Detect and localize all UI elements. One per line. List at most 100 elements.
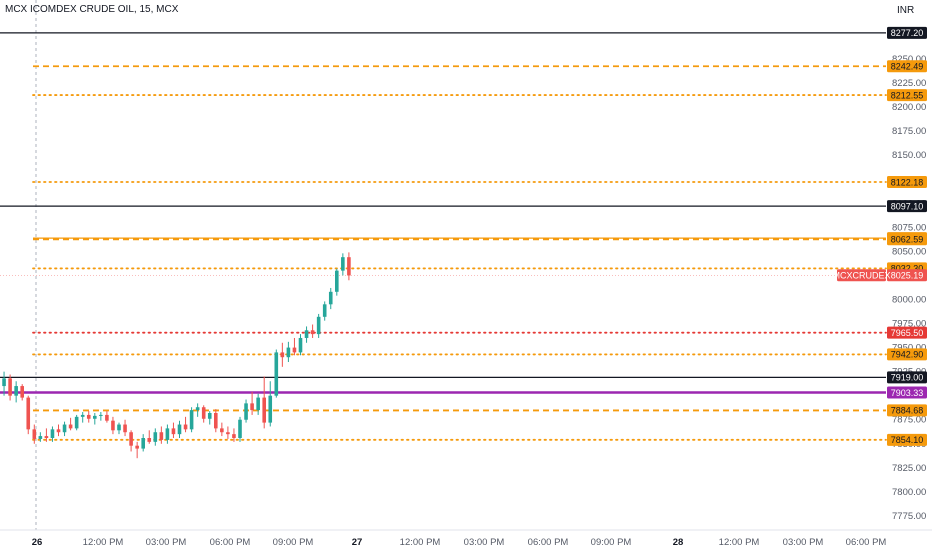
tag-background xyxy=(837,269,886,282)
candle-body xyxy=(153,432,158,442)
price-axis[interactable]: 7775.007800.007825.007850.007875.007900.… xyxy=(892,54,926,522)
candle-body xyxy=(244,403,248,420)
level-tag: 8242.49 xyxy=(887,60,927,73)
tag-background xyxy=(887,326,927,339)
time-tick-label: 03:00 PM xyxy=(146,537,187,548)
candle-body xyxy=(238,419,242,439)
level-tag: 7884.68 xyxy=(887,404,927,417)
tag-background xyxy=(887,26,927,39)
tag-text: 8122.18 xyxy=(891,177,924,187)
candle-body xyxy=(214,412,218,429)
candle-body xyxy=(268,395,273,423)
candle-body xyxy=(14,386,18,396)
price-tick-label: 7775.00 xyxy=(892,511,926,522)
tag-text: 7854.10 xyxy=(891,435,924,445)
tag-background xyxy=(887,269,927,282)
tag-text: 8062.59 xyxy=(891,235,924,245)
candle-body xyxy=(147,438,152,442)
candle-body xyxy=(195,407,200,411)
price-tick-label: 8000.00 xyxy=(892,295,926,306)
level-tag: 8122.18 xyxy=(887,175,927,188)
candle-body xyxy=(111,420,115,431)
candle-body xyxy=(347,257,351,276)
candle-body xyxy=(341,257,345,271)
time-tick-label: 12:00 PM xyxy=(83,537,124,548)
candle-body xyxy=(68,424,73,429)
time-tick-label: 12:00 PM xyxy=(400,537,441,548)
candle-body xyxy=(74,416,79,429)
candle-body xyxy=(171,428,176,435)
level-tag: 8212.55 xyxy=(887,89,927,102)
symbol-tag: MCXCRUDEX xyxy=(832,269,891,282)
level-tag: 7965.50 xyxy=(887,326,927,339)
time-tick-label: 27 xyxy=(352,537,363,548)
candle-body xyxy=(117,424,121,431)
candle-body xyxy=(189,410,194,430)
candle-body xyxy=(177,424,182,435)
tag-text: 8212.55 xyxy=(891,90,924,100)
time-tick-label: 06:00 PM xyxy=(528,537,569,548)
candle-body xyxy=(262,397,266,423)
candle-body xyxy=(44,436,49,439)
candle-body xyxy=(159,432,164,440)
candle-body xyxy=(8,378,12,396)
candle-body xyxy=(26,397,31,430)
candle-body xyxy=(292,347,297,353)
price-tick-label: 8175.00 xyxy=(892,126,926,137)
candle-body xyxy=(335,270,339,292)
candle-body xyxy=(316,316,321,335)
level-tag: 8097.10 xyxy=(887,200,927,213)
tag-text: 8025.19 xyxy=(891,271,924,281)
tag-background xyxy=(887,60,927,73)
candle-body xyxy=(226,432,230,435)
candle-body xyxy=(56,429,61,433)
candle-body xyxy=(123,424,127,433)
tag-background xyxy=(887,175,927,188)
tag-text: 7919.00 xyxy=(891,373,924,383)
candle-body xyxy=(86,414,91,419)
candle-body xyxy=(220,428,224,433)
tag-text: 8097.10 xyxy=(891,201,924,211)
time-tick-label: 03:00 PM xyxy=(464,537,505,548)
candle-body xyxy=(93,415,97,419)
tag-text: 8242.49 xyxy=(891,62,924,72)
tag-background xyxy=(887,371,927,384)
candle-body xyxy=(280,352,285,358)
price-tick-label: 7800.00 xyxy=(892,487,926,498)
time-tick-label: 09:00 PM xyxy=(591,537,632,548)
time-tick-label: 03:00 PM xyxy=(783,537,824,548)
price-tick-label: 7875.00 xyxy=(892,415,926,426)
tag-text: 7884.68 xyxy=(891,406,924,416)
candle-body xyxy=(141,438,145,449)
tag-background xyxy=(887,386,927,399)
candle-body xyxy=(207,412,212,419)
candle-body xyxy=(274,352,279,396)
tag-background xyxy=(887,433,927,446)
tag-background xyxy=(887,200,927,213)
currency-label[interactable]: INR xyxy=(897,5,915,16)
candle-body xyxy=(32,429,37,439)
candle-body xyxy=(310,330,315,335)
price-tick-label: 8050.00 xyxy=(892,246,926,257)
level-tag: 7919.00 xyxy=(887,371,927,384)
candle-body xyxy=(62,424,67,433)
candle-body xyxy=(286,347,291,358)
time-tick-label: 06:00 PM xyxy=(210,537,251,548)
tag-text: 8032.30 xyxy=(891,264,924,274)
time-axis[interactable]: 26 12:00 PM 03:00 PM 06:00 PM 09:00 PM 27 12:0… xyxy=(32,537,887,548)
level-tag: 8062.59 xyxy=(887,233,927,246)
price-tick-label: 8250.00 xyxy=(892,54,926,65)
time-tick-label: 09:00 PM xyxy=(273,537,314,548)
candle-body xyxy=(80,414,85,417)
level-tag: 7903.33 xyxy=(887,386,927,399)
candle-body xyxy=(38,436,43,439)
time-tick-label: 12:00 PM xyxy=(719,537,760,548)
price-tick-label: 7975.00 xyxy=(892,319,926,330)
price-tick-label: 7825.00 xyxy=(892,463,926,474)
candle-body xyxy=(250,403,254,411)
price-tick-label: 8150.00 xyxy=(892,150,926,161)
candle-body xyxy=(298,337,303,353)
time-tick-label: 06:00 PM xyxy=(846,537,887,548)
candle-body xyxy=(328,291,333,305)
